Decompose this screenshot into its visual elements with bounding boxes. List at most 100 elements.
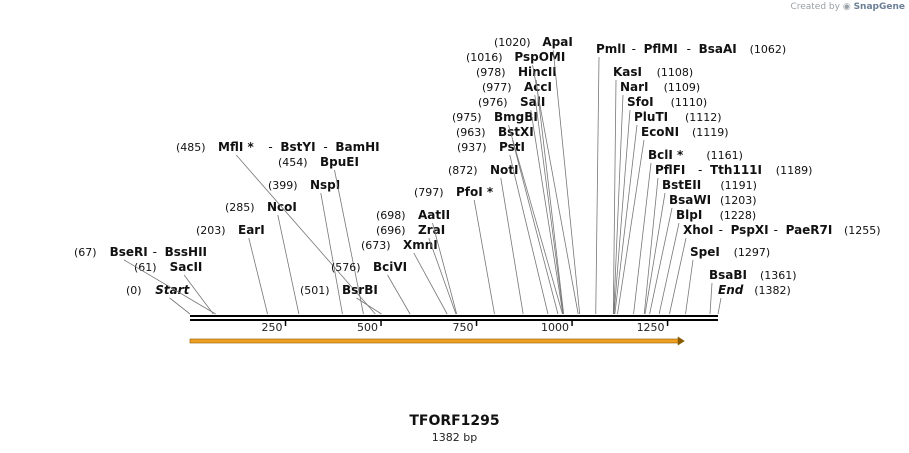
site-position-pfoi: (797): [414, 186, 444, 199]
site-leader-blpi: [658, 222, 680, 315]
site-separator: -: [719, 223, 723, 237]
site-position-bsteii: (1191): [720, 179, 757, 192]
site-position-start: (0): [126, 284, 142, 297]
snapgene-logo-icon: ◉: [842, 2, 851, 12]
site-name-bsteii: BstEII: [662, 178, 701, 192]
site-position-eari: (203): [196, 224, 226, 237]
site-separator: -: [268, 140, 272, 154]
site-position-bseri: (67): [74, 246, 97, 259]
site-leader-pmli: [595, 56, 600, 315]
site-position-aatii: (698): [376, 209, 406, 222]
site-name-pmli: PmlI: [596, 42, 626, 56]
site-name-pflmi: PflMI: [644, 42, 678, 56]
site-position-bcli: (1161): [706, 149, 743, 162]
restriction-map: 250 500 750 1000 1250 (0) Start (61) SacII (67) Bs…: [74, 35, 881, 346]
site-name-pspomi: PspOMI: [514, 50, 565, 64]
orf-arrow-head: [677, 336, 685, 346]
site-name-paer7i: PaeR7I: [786, 223, 833, 237]
site-leader-xmni: [413, 252, 448, 315]
site-name-xmni: XmnI: [403, 238, 438, 252]
credit-brand: SnapGene: [853, 2, 905, 12]
site-name-zrai: ZraI: [418, 223, 445, 237]
site-position-sfoi: (1110): [671, 96, 708, 109]
site-position-econi: (1119): [692, 126, 729, 139]
site-name-econi: EcoNI: [641, 125, 679, 139]
site-name-noti: NotI: [490, 163, 519, 177]
site-leader-nari: [613, 94, 624, 315]
sequence-title: TFORF1295: [409, 413, 500, 429]
site-leader-start: [169, 297, 191, 315]
site-leader-sacii: [183, 274, 214, 315]
site-name-tth111i: Tth111I: [710, 163, 762, 177]
site-name-bsabi: BsaBI: [709, 268, 747, 282]
site-leader-bmgbi: [508, 124, 563, 315]
site-name-sacii: SacII: [170, 260, 203, 274]
site-position-zrai: (696): [376, 224, 406, 237]
site-position-bpuei: (454): [278, 156, 308, 169]
site-leader-pspomi: [532, 64, 579, 315]
site-position-psti: (937): [457, 141, 487, 154]
site-name-start: Start: [155, 283, 190, 297]
site-position-mfli: (485): [176, 141, 206, 154]
site-name-end: End: [718, 283, 744, 297]
site-leader-bpuei: [334, 169, 364, 315]
site-name-bstyi: BstYI: [280, 140, 315, 154]
site-leader-bsabi: [709, 282, 713, 315]
site-name-kasi: KasI: [613, 65, 642, 79]
site-position-ncoi: (285): [225, 201, 255, 214]
site-name-bstxi: BstXI: [498, 125, 534, 139]
sequence-length: 1382 bp: [431, 431, 478, 444]
site-name-eari: EarI: [238, 223, 265, 237]
site-name-bseri: BseRI: [110, 245, 148, 259]
site-position-xhoi: (1255): [844, 224, 881, 237]
site-name-pluti: PluTI: [634, 110, 668, 124]
site-position-nspi: (399): [268, 179, 298, 192]
site-position-kasi: (1108): [657, 66, 694, 79]
site-position-bstxi: (963): [456, 126, 486, 139]
site-position-bcivi: (576): [331, 261, 361, 274]
axis-tick-label: 250: [262, 321, 283, 334]
site-name-bsshii: BssHII: [165, 245, 207, 259]
site-leader-bsawi: [649, 207, 673, 315]
site-leader-bsteii: [644, 192, 666, 315]
site-leader-kasi: [612, 79, 617, 315]
site-position-bsrbi: (501): [300, 284, 330, 297]
site-leader-pluti: [614, 124, 638, 315]
site-position-nari: (1109): [664, 81, 701, 94]
site-name-spei: SpeI: [690, 245, 720, 259]
site-position-pflfi: (1189): [776, 164, 813, 177]
site-name-hincii: HincII: [518, 65, 557, 79]
site-position-bsabi: (1361): [760, 269, 797, 282]
site-leader-nspi: [320, 192, 343, 315]
site-leader-bcli: [633, 162, 652, 315]
site-leader-eari: [248, 237, 268, 315]
site-name-bcli: BclI *: [648, 148, 684, 162]
site-position-end: (1382): [754, 284, 791, 297]
site-position-pmli: (1062): [750, 43, 787, 56]
site-position-blpi: (1228): [720, 209, 757, 222]
site-name-bcivi: BciVI: [373, 260, 407, 274]
site-leader-mfli: [235, 154, 376, 315]
credit-prefix: Created by: [790, 2, 840, 12]
site-name-apai: ApaI: [542, 35, 572, 49]
site-name-bamhi: BamHI: [335, 140, 379, 154]
site-leader-pflfi: [643, 177, 659, 315]
site-position-apai: (1020): [494, 36, 531, 49]
site-name-nspi: NspI: [310, 178, 340, 192]
site-leader-xhoi: [669, 237, 687, 315]
site-leader-bstxi: [512, 139, 559, 315]
site-name-sfoi: SfoI: [627, 95, 654, 109]
site-leader-aatii: [432, 222, 458, 315]
site-name-bpuei: BpuEI: [320, 155, 359, 169]
site-name-pflfi: PflFI: [655, 163, 685, 177]
site-leader-psti: [509, 154, 549, 315]
site-name-pspxi: PspXI: [731, 223, 769, 237]
site-leader-apai: [552, 49, 581, 315]
site-leader-sali: [530, 109, 564, 315]
site-name-nari: NarI: [620, 80, 649, 94]
site-separator: -: [698, 163, 702, 177]
site-separator: -: [323, 140, 327, 154]
site-leader-econi: [617, 139, 645, 315]
site-leader-bsrbi: [356, 297, 382, 315]
site-leader-noti: [500, 177, 524, 315]
